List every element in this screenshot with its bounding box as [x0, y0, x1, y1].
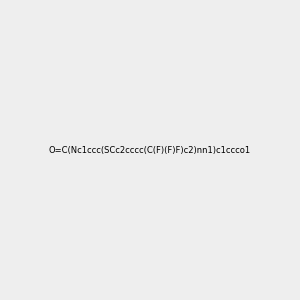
Text: O=C(Nc1ccc(SCc2cccc(C(F)(F)F)c2)nn1)c1ccco1: O=C(Nc1ccc(SCc2cccc(C(F)(F)F)c2)nn1)c1cc… [49, 146, 251, 154]
